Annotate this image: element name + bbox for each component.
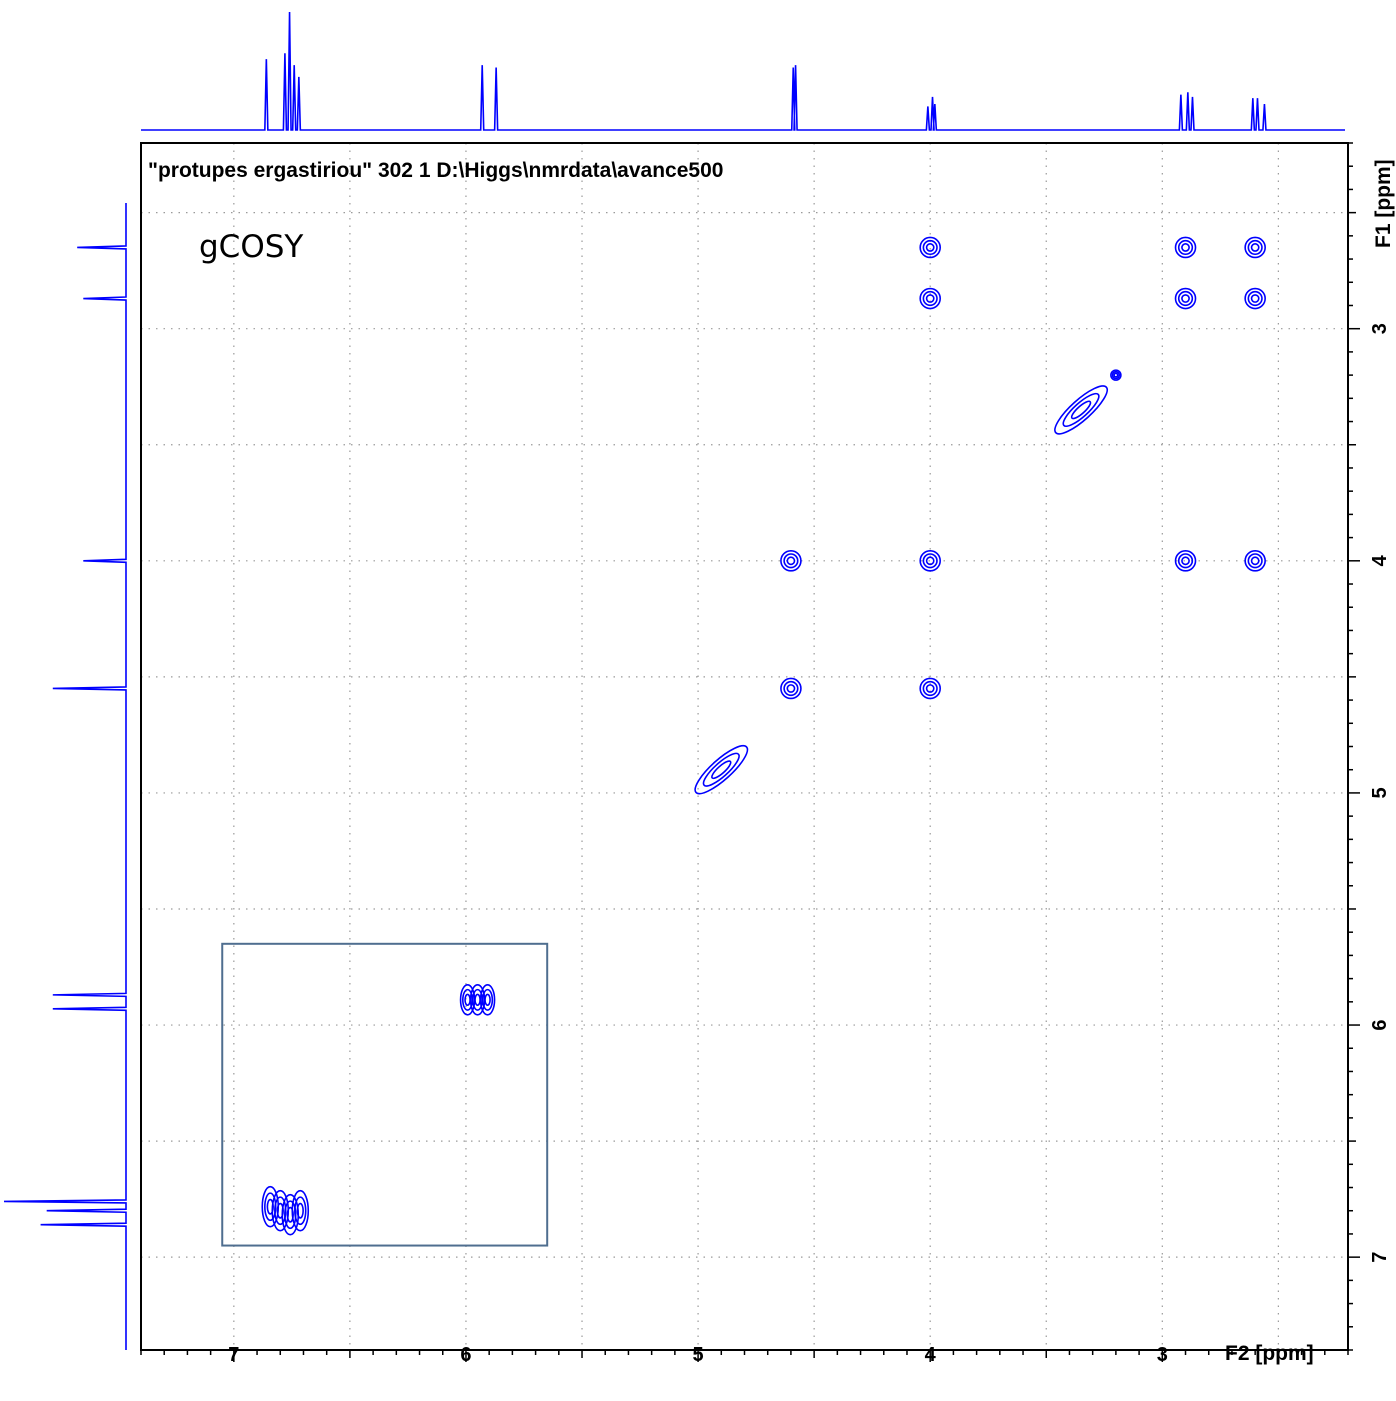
x-tick-label: 3 [1157, 1344, 1168, 1366]
x-tick-labels: 7 6 5 4 3 [228, 1344, 1168, 1366]
contour-ring [1113, 372, 1119, 378]
y-tick-label: 4 [1369, 554, 1391, 566]
contour-ring [1181, 556, 1190, 566]
y-tick-label: 6 [1369, 1019, 1391, 1030]
contour-ring [922, 239, 938, 256]
diagonal-peak [694, 744, 749, 795]
contour-ring [925, 294, 935, 303]
x-axis-title: F2 [ppm] [1225, 1342, 1314, 1365]
y-axis-title: F1 [ppm] [1372, 159, 1395, 248]
contour-ring [482, 988, 494, 1011]
cross-peak [919, 677, 941, 700]
contour-ring [780, 550, 802, 572]
contour-ring [474, 993, 481, 1007]
projections [3, 11, 1345, 1350]
contour-ring [711, 760, 732, 780]
contour-ring [1177, 553, 1194, 569]
cross-peak [1244, 287, 1266, 310]
x-tick-label: 4 [925, 1344, 937, 1366]
y-tick-labels: 3 4 5 6 7 [1369, 323, 1391, 1263]
diagonal-peak [291, 1189, 310, 1232]
contour-ring [694, 744, 749, 795]
contour-ring [919, 677, 941, 700]
x-tick-label: 6 [460, 1344, 471, 1366]
contour-ring [1244, 550, 1266, 572]
contour-ring [1250, 556, 1260, 566]
contour-ring [783, 680, 799, 697]
contour-ring [786, 556, 796, 566]
contour-ring [1244, 236, 1266, 259]
cross-peak [919, 236, 941, 259]
cross-peak [919, 287, 941, 310]
cross-peak [1174, 236, 1197, 259]
x-tick-label: 5 [693, 1344, 704, 1366]
contour-ring [296, 1202, 304, 1219]
contour-ring [1174, 550, 1197, 572]
contour-ring [1181, 294, 1190, 303]
y-tick-label: 3 [1369, 323, 1391, 334]
cross-peak [1174, 550, 1197, 572]
contour-ring [1250, 294, 1260, 303]
y-tick-label: 5 [1369, 787, 1391, 798]
axis-ticks [140, 142, 1360, 1362]
contour-ring [1174, 236, 1197, 259]
f1-projection-spectrum [3, 203, 127, 1350]
dataset-header: "protupes ergastiriou" 302 1 D:\Higgs\nm… [148, 159, 723, 182]
cross-peak [1244, 236, 1266, 259]
contour-ring [291, 1189, 310, 1232]
contour-ring [1247, 290, 1263, 307]
contour-ring [786, 684, 796, 693]
contour-ring [780, 677, 802, 700]
cross-peak [919, 550, 941, 572]
contour-ring [783, 553, 799, 569]
cross-peak [1110, 369, 1122, 381]
contour-ring [925, 556, 935, 566]
f2-projection-spectrum [141, 11, 1345, 131]
contour-ring [1244, 287, 1266, 310]
contour-ring [1111, 370, 1121, 380]
contour-ring [294, 1196, 307, 1226]
contour-ring [922, 680, 938, 697]
diagonal-peak [1054, 385, 1109, 435]
contour-ring [1247, 239, 1263, 256]
contour-ring [925, 243, 935, 252]
experiment-label: gCOSY [199, 229, 303, 265]
cross-peak [1244, 550, 1266, 572]
contour-ring [1250, 243, 1260, 252]
contour-ring [922, 290, 938, 307]
contour-ring [1054, 385, 1109, 435]
contour-peaks [261, 236, 1266, 1236]
diagonal-peak [479, 984, 496, 1016]
contour-ring [479, 984, 496, 1016]
contour-ring [1070, 400, 1092, 420]
contour-ring [1174, 287, 1197, 310]
contour-ring [919, 236, 941, 259]
contour-ring [1247, 553, 1263, 569]
contour-ring [1062, 392, 1100, 428]
grid-lines [141, 143, 1348, 1350]
cross-peak [780, 550, 802, 572]
contour-ring [922, 553, 938, 569]
contour-ring [1177, 239, 1194, 256]
contour-ring [702, 752, 740, 787]
contour-ring [919, 550, 941, 572]
highlight-box [221, 942, 549, 1247]
contour-ring [1177, 290, 1194, 307]
contour-ring [1110, 369, 1122, 381]
contour-ring [464, 993, 471, 1007]
y-tick-label: 7 [1369, 1252, 1391, 1263]
contour-ring [484, 993, 491, 1007]
cross-peak [1174, 287, 1197, 310]
contour-ring [919, 287, 941, 310]
x-tick-label: 7 [228, 1344, 239, 1366]
cross-peak [780, 677, 802, 700]
contour-ring [925, 684, 935, 693]
contour-ring [1181, 243, 1190, 252]
highlight-box-layer [221, 942, 549, 1247]
